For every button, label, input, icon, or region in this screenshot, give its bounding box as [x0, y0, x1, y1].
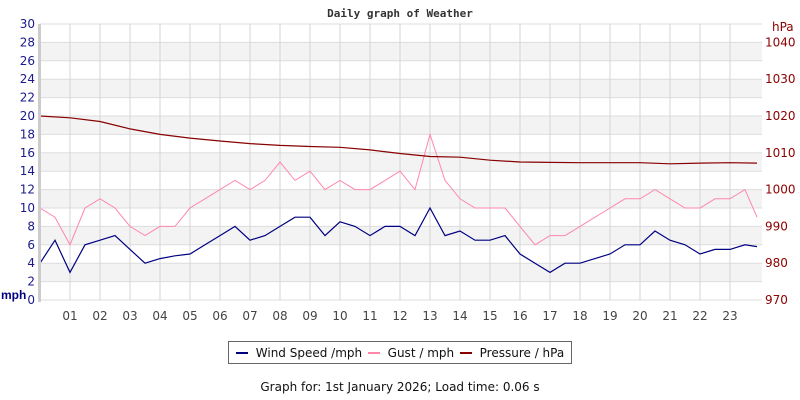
x-tick-label: 22	[692, 309, 707, 323]
series-line-gust	[39, 132, 758, 246]
x-tick-label: 20	[632, 309, 647, 323]
right-axis-unit: hPa	[772, 20, 794, 34]
legend-item-gust: Gust / mph	[367, 345, 455, 360]
left-tick-label: 24	[20, 72, 35, 86]
chart-title: Daily graph of Weather	[327, 7, 473, 20]
legend-label-pressure: Pressure / hPa	[479, 345, 565, 360]
x-tick-label: 14	[452, 309, 467, 323]
left-tick-label: 14	[20, 164, 35, 178]
x-axis-ticks: 01 02 03 04 05 06 07 08 09 10 11 12 13 14 15 16 17 18 19 20…	[62, 309, 737, 323]
left-tick-label: 10	[20, 201, 35, 215]
legend-swatch-pressure	[459, 351, 472, 354]
band	[40, 42, 762, 61]
footer-text: Graph for: 1st January 2026; Load time: …	[260, 380, 540, 394]
x-tick-label: 13	[422, 309, 437, 323]
right-tick-label: 970	[765, 293, 788, 307]
x-tick-label: 01	[62, 309, 77, 323]
right-axis-ticks: 970 980 990 1000 1010 1020 1030 1040	[765, 35, 796, 307]
x-tick-label: 04	[152, 309, 167, 323]
left-tick-label: 4	[27, 256, 35, 270]
series-lines	[39, 115, 758, 274]
x-tick-label: 19	[602, 309, 617, 323]
left-tick-label: 20	[20, 109, 35, 123]
x-tick-label: 02	[92, 309, 107, 323]
left-tick-label: 16	[20, 146, 35, 160]
left-tick-label: 6	[27, 238, 35, 252]
legend: Wind Speed /mph Gust / mph Pressure / hP…	[228, 341, 572, 364]
band	[40, 226, 762, 245]
right-tick-label: 980	[765, 256, 788, 270]
right-tick-label: 990	[765, 219, 788, 233]
legend-label-wind: Wind Speed /mph	[255, 345, 363, 360]
right-tick-label: 1040	[765, 35, 796, 49]
left-tick-label: 8	[27, 219, 35, 233]
left-tick-label: 0	[27, 293, 35, 307]
series-line-pressure	[39, 115, 758, 165]
x-tick-label: 15	[482, 309, 497, 323]
legend-swatch-gust	[367, 351, 380, 354]
left-tick-label: 26	[20, 54, 35, 68]
x-tick-label: 12	[392, 309, 407, 323]
x-tick-label: 17	[542, 309, 557, 323]
band	[40, 79, 762, 98]
right-tick-label: 1000	[765, 183, 796, 197]
x-tick-label: 23	[722, 309, 737, 323]
legend-item-wind: Wind Speed /mph	[235, 345, 363, 360]
band	[40, 116, 762, 135]
band	[40, 189, 762, 208]
left-axis-unit: mph	[1, 288, 26, 302]
series-line-wind-speed	[39, 206, 758, 274]
x-tick-label: 05	[182, 309, 197, 323]
x-tick-label: 21	[662, 309, 677, 323]
left-tick-label: 30	[20, 17, 35, 31]
x-tick-label: 11	[362, 309, 377, 323]
x-tick-label: 10	[332, 309, 347, 323]
left-tick-label: 2	[27, 275, 35, 289]
x-tick-label: 03	[122, 309, 137, 323]
legend-label-gust: Gust / mph	[387, 345, 455, 360]
left-tick-label: 28	[20, 35, 35, 49]
x-tick-label: 16	[512, 309, 527, 323]
left-axis-bar	[38, 24, 41, 302]
right-tick-label: 1020	[765, 109, 796, 123]
legend-item-pressure: Pressure / hPa	[459, 345, 565, 360]
x-tick-label: 18	[572, 309, 587, 323]
left-tick-label: 12	[20, 183, 35, 197]
right-tick-label: 1010	[765, 146, 796, 160]
background-bands	[40, 42, 762, 282]
x-tick-label: 06	[212, 309, 227, 323]
x-tick-label: 07	[242, 309, 257, 323]
x-tick-label: 09	[302, 309, 317, 323]
left-tick-label: 18	[20, 127, 35, 141]
x-tick-label: 08	[272, 309, 287, 323]
legend-swatch-wind	[235, 351, 248, 354]
left-tick-label: 22	[20, 91, 35, 105]
band	[40, 152, 762, 172]
band	[40, 263, 762, 282]
right-tick-label: 1030	[765, 72, 796, 86]
